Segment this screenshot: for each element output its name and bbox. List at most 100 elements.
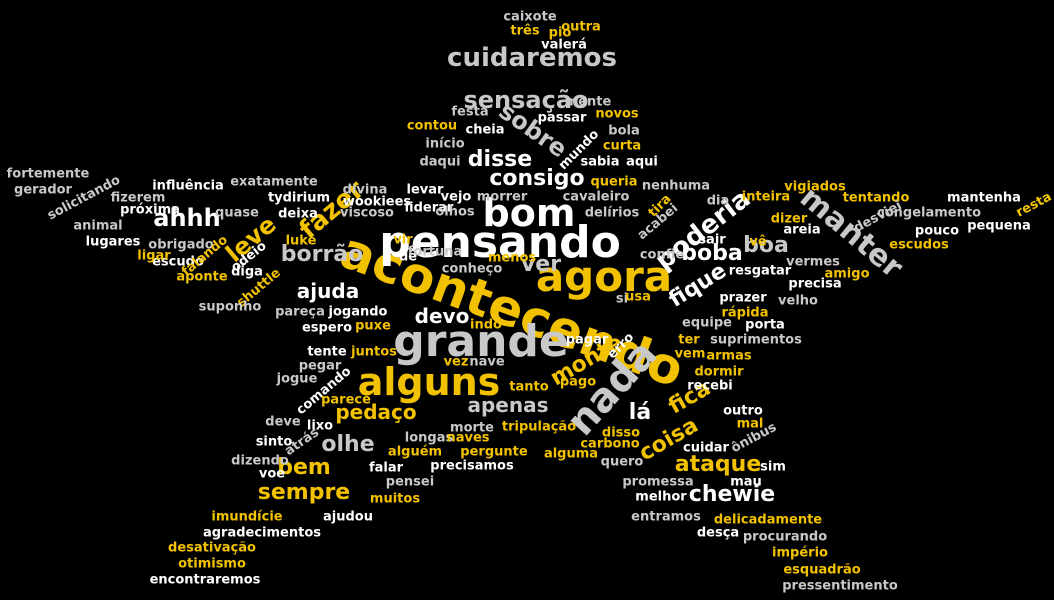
cloud-word: diga: [231, 264, 263, 280]
cloud-word: pergunte: [460, 444, 528, 460]
cloud-word: tydirium: [267, 190, 331, 206]
cloud-word: chewie: [688, 482, 776, 507]
cloud-word: festa: [451, 104, 489, 120]
cloud-word: carbono: [580, 436, 640, 452]
cloud-word: pago: [559, 374, 597, 390]
cloud-word: caixote: [503, 9, 557, 25]
cloud-word: valerá: [541, 37, 587, 53]
cloud-word: passar: [537, 110, 587, 126]
cloud-word: fortemente: [6, 166, 90, 182]
cloud-word: tripulação: [501, 419, 577, 435]
cloud-word: olhe: [321, 432, 375, 457]
cloud-word: sempre: [257, 480, 351, 505]
cloud-word: rápida: [721, 305, 769, 321]
cloud-word: delírios: [584, 205, 640, 221]
cloud-word: ajuda: [296, 279, 360, 303]
cloud-word: imundície: [211, 509, 283, 525]
cloud-word: mantenha: [947, 190, 1021, 206]
cloud-word: outra: [561, 19, 601, 35]
cloud-word: otimismo: [178, 556, 246, 572]
cloud-word: si: [615, 291, 629, 307]
cloud-word: viscoso: [340, 205, 394, 221]
cloud-word: pequena: [967, 218, 1031, 234]
cloud-word: liderar: [404, 200, 454, 216]
cloud-word: contou: [406, 118, 458, 134]
cloud-word: vir: [393, 232, 413, 248]
cloud-word: mente: [564, 94, 612, 110]
cloud-word: cheia: [465, 122, 505, 138]
cloud-word: fizerem: [110, 190, 166, 206]
cloud-word: morte: [450, 420, 494, 436]
cloud-word: pressentimento: [782, 578, 898, 594]
cloud-word: novos: [595, 106, 639, 122]
cloud-word: vê: [749, 234, 767, 250]
cloud-word: pensei: [385, 474, 435, 490]
cloud-word: pedaço: [335, 400, 417, 424]
cloud-word: suponho: [198, 299, 262, 315]
cloud-word: desça: [696, 525, 740, 541]
cloud-word: fortuna: [407, 244, 463, 260]
cloud-word: lixo: [306, 418, 334, 434]
cloud-word: nave: [469, 354, 505, 370]
cloud-word: precisamos: [430, 458, 514, 474]
cloud-word: cuidar: [683, 440, 729, 456]
cloud-word: pagar: [565, 332, 609, 348]
cloud-word: confie: [639, 247, 685, 263]
cloud-word: vejo: [440, 189, 472, 205]
cloud-word: três: [510, 23, 540, 39]
cloud-word: pouco: [914, 223, 960, 239]
cloud-word: areia: [783, 222, 821, 238]
cloud-word: recebi: [687, 378, 733, 394]
cloud-word: quero: [600, 454, 644, 470]
cloud-word: ajudou: [323, 509, 373, 525]
cloud-word: aqui: [626, 154, 658, 170]
cloud-word: entramos: [631, 509, 701, 525]
cloud-word: grande: [393, 316, 569, 367]
cloud-word: pio: [548, 25, 572, 41]
cloud-word: dormir: [694, 364, 744, 380]
cloud-word: encontraremos: [149, 572, 261, 588]
cloud-word: bola: [608, 123, 640, 139]
cloud-word: deve: [265, 414, 301, 430]
cloud-word: congelamento: [876, 205, 982, 221]
cloud-word: amigo: [824, 266, 870, 282]
cloud-word: cavaleiro: [562, 189, 630, 205]
cloud-word: jogue: [276, 371, 318, 387]
cloud-word: mal: [736, 416, 764, 432]
cloud-word: daqui: [419, 154, 461, 170]
cloud-word: escudos: [889, 237, 949, 253]
cloud-word: ver: [520, 252, 562, 277]
cloud-word: divina: [342, 182, 388, 198]
cloud-word: inteira: [741, 189, 791, 205]
cloud-word: desativação: [168, 540, 256, 556]
cloud-word: ligar: [137, 248, 171, 264]
cloud-word: vem: [674, 346, 706, 362]
cloud-word: promessa: [622, 474, 694, 490]
cloud-word: tentando: [842, 190, 910, 206]
cloud-word: pegar: [298, 358, 342, 374]
cloud-word: dizendo: [231, 453, 289, 469]
cloud-word: esquadrão: [783, 562, 861, 578]
cloud-word: armas: [706, 348, 752, 364]
cloud-word: boa: [743, 233, 789, 258]
cloud-word: vermes: [786, 254, 840, 270]
cloud-word: império: [772, 545, 828, 561]
cloud-word: parece: [321, 392, 371, 408]
cloud-word: dizer: [770, 211, 808, 227]
cloud-word: juntos: [351, 344, 397, 360]
cloud-word: morrer: [476, 189, 528, 205]
cloud-word: curta: [602, 138, 642, 154]
cloud-word: influência: [152, 178, 224, 194]
cloud-word: tente: [307, 344, 347, 360]
cloud-word: obrigado: [148, 237, 214, 253]
cloud-word: ahhh: [153, 204, 221, 232]
cloud-word: animal: [73, 218, 123, 234]
cloud-word: sinto: [255, 434, 293, 450]
cloud-word: bom: [482, 191, 576, 235]
cloud-word: pareça: [275, 304, 325, 320]
cloud-word: disse: [467, 147, 533, 172]
cloud-word: cuidaremos: [447, 43, 617, 73]
cloud-word: exatamente: [230, 174, 318, 190]
cloud-word: alguém: [387, 444, 443, 460]
